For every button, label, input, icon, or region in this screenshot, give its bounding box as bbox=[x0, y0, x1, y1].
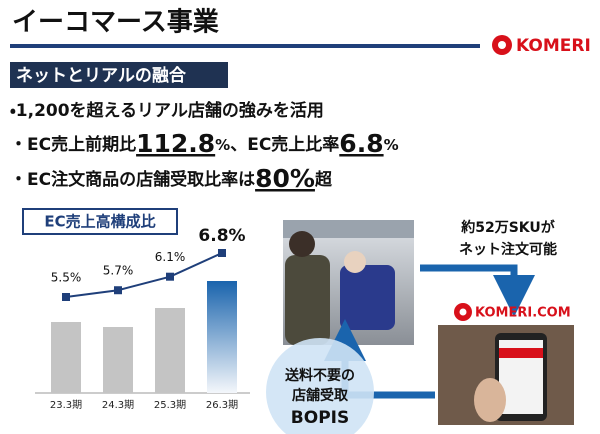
photo-detail bbox=[499, 348, 543, 358]
store-photo bbox=[283, 220, 414, 345]
header-rule bbox=[10, 44, 480, 48]
bullet-text: 、EC売上比率 bbox=[230, 134, 339, 155]
bullet: ・1,200を超えるリアル店舗の強みを活用 bbox=[10, 100, 324, 121]
bullet-figure: 80% bbox=[255, 164, 315, 193]
point bbox=[114, 286, 122, 295]
chart-title-box bbox=[22, 208, 178, 235]
bullet-figure: 112.8 bbox=[136, 129, 215, 158]
bullet: ・EC注文商品の店舗受取比率は80%超 bbox=[10, 164, 333, 193]
photo-detail bbox=[289, 231, 315, 257]
bullet-unit: % bbox=[215, 136, 230, 154]
x-tick-label: 25.3期 bbox=[154, 399, 186, 411]
title: イーコマース事業 bbox=[12, 8, 219, 38]
bullet-text: ・1,200を超えるリアル店舗の強みを活用 bbox=[10, 100, 324, 121]
bullet-unit: % bbox=[384, 136, 399, 154]
logo-mark-inner bbox=[498, 41, 506, 49]
bar bbox=[51, 322, 81, 393]
data-label: 6.8% bbox=[198, 226, 245, 246]
bullet: ・EC売上前期比112.8%、EC売上比率6.8% bbox=[10, 129, 399, 158]
point bbox=[62, 293, 70, 301]
point bbox=[218, 249, 226, 257]
data-label: 5.5% bbox=[51, 271, 82, 285]
photo-detail bbox=[474, 378, 506, 422]
bopis-text: 店舗受取 bbox=[292, 387, 349, 404]
bar bbox=[207, 281, 237, 393]
bullet-text: 超 bbox=[315, 169, 333, 190]
data-label: 6.1% bbox=[155, 250, 186, 264]
bullet-text: ・EC売上前期比 bbox=[10, 134, 136, 155]
section-box bbox=[10, 62, 228, 88]
bullet-figure: 6.8 bbox=[339, 129, 383, 158]
photo-detail bbox=[344, 251, 366, 273]
section-heading: ネットとリアルの融合 bbox=[16, 65, 187, 86]
sku-note: ネット注文可能 bbox=[459, 241, 557, 258]
photo-detail bbox=[285, 255, 330, 345]
data-label: 5.7% bbox=[103, 264, 134, 278]
sku-note: 約52万SKUが bbox=[460, 219, 556, 236]
chart: 23.3期 24.3期 25.3期 26.3期 5.5% 5.7% 6.1% 6.8% bbox=[50, 226, 246, 411]
x-tick-label: 26.3期 bbox=[206, 399, 238, 411]
bullet-text: ・EC注文商品の店舗受取比率は bbox=[10, 169, 255, 190]
phone-photo bbox=[438, 325, 574, 425]
photo-detail bbox=[283, 220, 414, 238]
x-tick-label: 23.3期 bbox=[50, 399, 82, 411]
x-tick-label: 24.3期 bbox=[102, 399, 134, 411]
arrow bbox=[420, 264, 535, 317]
bar bbox=[103, 327, 133, 393]
bopis-circle bbox=[266, 338, 374, 434]
bopis-text: 送料不要の bbox=[285, 367, 355, 384]
bopis-text: BOPIS bbox=[291, 408, 349, 428]
chart-title: EC売上高構成比 bbox=[44, 213, 155, 231]
point bbox=[166, 272, 174, 281]
bar bbox=[155, 308, 185, 393]
site-logo: KOMERI.COM bbox=[475, 306, 571, 321]
logo-mark-inner bbox=[459, 308, 467, 316]
photo-detail bbox=[340, 265, 395, 330]
line bbox=[65, 252, 223, 298]
logo: KOMERI bbox=[516, 36, 591, 56]
